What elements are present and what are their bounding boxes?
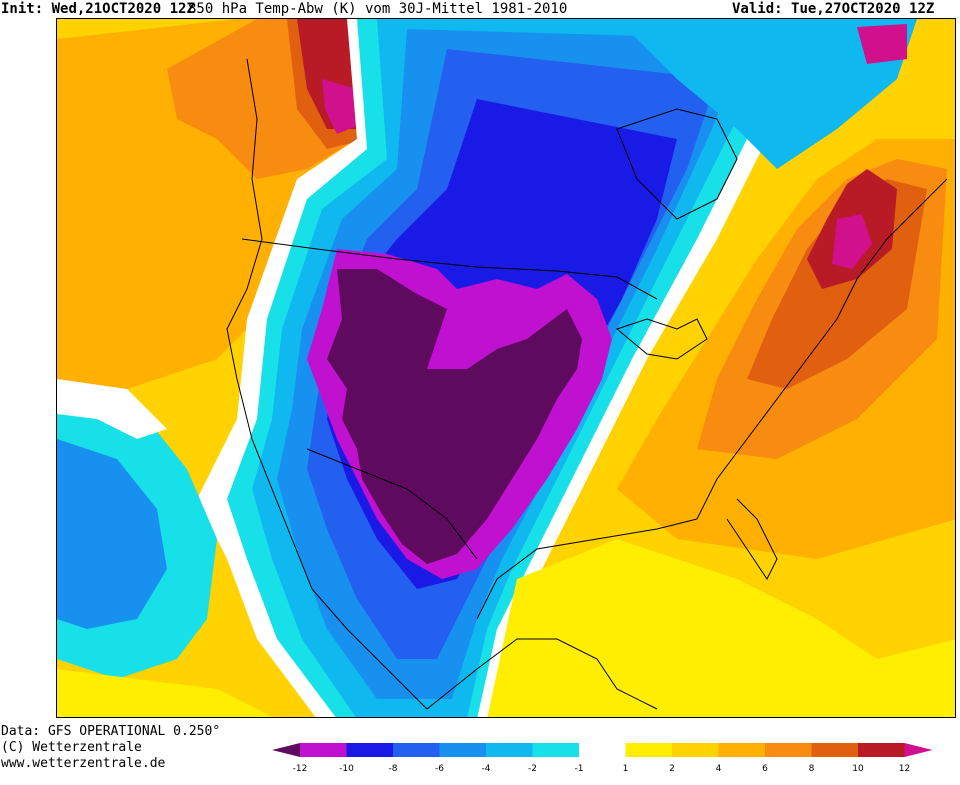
valid-label: Valid: bbox=[732, 1, 783, 17]
copyright: (C) Wetterzentrale bbox=[1, 740, 142, 755]
init-label: Init: bbox=[1, 1, 44, 17]
hudson-bay-coastline bbox=[616, 108, 738, 220]
colorbar-segment-1_2 bbox=[625, 743, 672, 757]
pacific-yellow-south bbox=[57, 669, 273, 717]
colorbar-tick-label: -8 bbox=[389, 764, 398, 774]
colorbar-segment-10_12 bbox=[858, 743, 905, 757]
colorbar-segment--2_-1 bbox=[532, 743, 579, 757]
colorbar-tick-label: -10 bbox=[339, 764, 354, 774]
gulf-coastline bbox=[476, 518, 698, 620]
anomaly-map bbox=[56, 18, 956, 718]
colorbar-segment-2_4 bbox=[672, 743, 719, 757]
pacific-white-band bbox=[57, 379, 167, 439]
colorbar-tick-label: -6 bbox=[435, 764, 444, 774]
colorbar-segment--1_1 bbox=[579, 743, 626, 757]
great-lakes bbox=[615, 318, 708, 360]
website-link[interactable]: www.wetterzentrale.de bbox=[1, 756, 166, 771]
colorbar-segments bbox=[272, 743, 933, 757]
florida-coastline bbox=[726, 498, 778, 580]
atlantic-coastline bbox=[696, 178, 948, 520]
us-canada-border bbox=[241, 238, 658, 300]
colorbar-segment--6_-4 bbox=[439, 743, 486, 757]
colorbar-legend: -12 -10 -8 -6 -4 -2 -1 1 2 4 6 8 10 12 bbox=[270, 741, 960, 785]
colorbar-segment--12_-10 bbox=[300, 743, 347, 757]
colorbar-tick-label: 2 bbox=[669, 764, 675, 774]
colorbar-tick-label: 1 bbox=[623, 764, 629, 774]
colorbar-labels: -12 -10 -8 -6 -4 -2 -1 1 2 4 6 8 10 12 bbox=[293, 764, 911, 774]
init-line: Init: Wed,21OCT2020 12Z bbox=[1, 0, 195, 18]
colorbar-tick-label: 12 bbox=[899, 764, 910, 774]
alaska-magenta bbox=[322, 79, 362, 134]
colorbar-tick-label: -2 bbox=[528, 764, 537, 774]
cold-core-below-minus12 bbox=[327, 269, 582, 564]
colorbar-segment-4_6 bbox=[718, 743, 765, 757]
data-source: Data: GFS OPERATIONAL 0.250° bbox=[1, 724, 221, 739]
colorbar-segment--10_-8 bbox=[346, 743, 393, 757]
chart-title: 850 hPa Temp-Abw (K) vom 30J-Mittel 1981… bbox=[188, 1, 568, 17]
colorbar-segment-8_10 bbox=[811, 743, 858, 757]
colorbar-segment--4_-2 bbox=[486, 743, 533, 757]
valid-line: Valid: Tue,27OCT2020 12Z bbox=[732, 0, 934, 18]
colorbar-arrow-low bbox=[272, 743, 300, 757]
init-value: Wed,21OCT2020 12Z bbox=[51, 1, 195, 17]
coastlines bbox=[226, 58, 948, 710]
colorbar-tick-label: -12 bbox=[293, 764, 308, 774]
colorbar-segment--8_-6 bbox=[393, 743, 440, 757]
colorbar-tick-label: 10 bbox=[852, 764, 864, 774]
pacific-blue-patch bbox=[57, 439, 167, 629]
colorbar-segment-6_8 bbox=[765, 743, 812, 757]
colorbar-tick-label: 4 bbox=[716, 764, 722, 774]
mexico-coast bbox=[426, 638, 658, 710]
colorbar-svg: -12 -10 -8 -6 -4 -2 -1 1 2 4 6 8 10 12 bbox=[272, 743, 933, 774]
colorbar-tick-label: 6 bbox=[762, 764, 768, 774]
us-mexico-border bbox=[306, 448, 478, 560]
colorbar-tick-label: -4 bbox=[482, 764, 491, 774]
colorbar-arrow-high bbox=[904, 743, 933, 757]
valid-value: Tue,27OCT2020 12Z bbox=[791, 1, 935, 17]
colorbar-tick-label: 8 bbox=[809, 764, 815, 774]
colorbar-tick-label: -1 bbox=[575, 764, 584, 774]
east-magenta-core bbox=[832, 214, 872, 269]
map-svg bbox=[57, 19, 955, 717]
hudson-cold-region bbox=[617, 19, 917, 169]
gulf-warm-region bbox=[487, 539, 955, 717]
pacific-coastline bbox=[226, 58, 428, 710]
greenland-magenta bbox=[857, 24, 907, 64]
